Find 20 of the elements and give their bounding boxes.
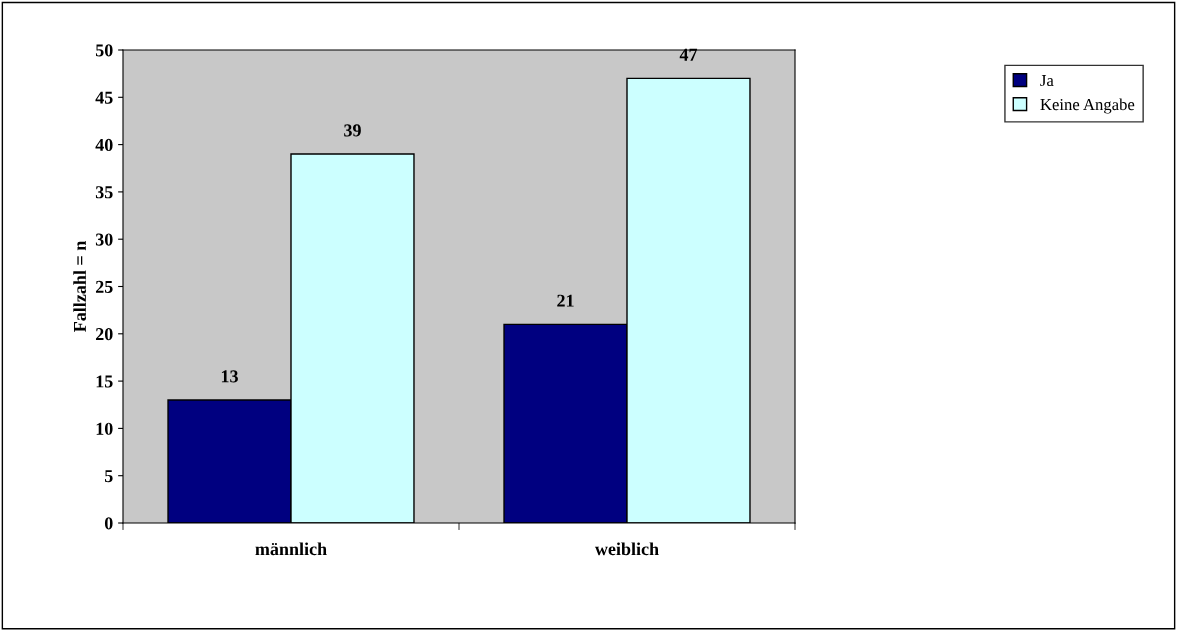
y-tick-label: 5 [104, 470, 113, 483]
y-tick-label: 30 [95, 233, 113, 246]
y-tick-label: 10 [96, 422, 113, 435]
y-tick-label: 20 [95, 328, 113, 341]
y-tick-label: 15 [96, 375, 113, 388]
data-label: 47 [679, 48, 698, 61]
y-tick-label: 35 [95, 186, 113, 199]
x-tick-label: weiblich [594, 542, 659, 556]
data-label: 21 [557, 294, 574, 307]
y-axis-title: Fallzahl = n [73, 241, 86, 332]
y-tick-label: 0 [104, 517, 113, 530]
legend-label: Keine Angabe [1040, 98, 1135, 114]
y-tick-label: 25 [95, 280, 113, 293]
y-tick-label: 45 [95, 91, 113, 104]
data-label: 13 [221, 370, 238, 383]
y-tick-label: 50 [95, 44, 113, 57]
data-label: 39 [344, 124, 361, 137]
y-tick-label: 40 [95, 138, 113, 152]
legend-label: Ja [1040, 75, 1054, 87]
x-tick-label: männlich [255, 542, 327, 556]
